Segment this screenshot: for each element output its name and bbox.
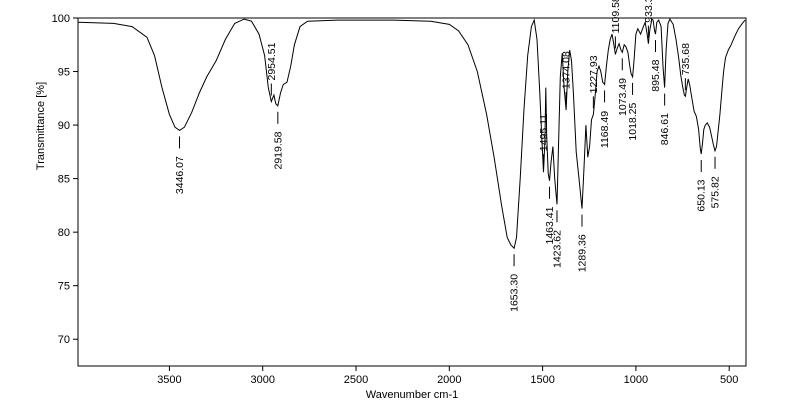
peak-annotation: 1463.41 xyxy=(544,186,556,245)
peak-annotation: 895.48 xyxy=(650,40,662,92)
peak-annotation: 1073.49 xyxy=(617,58,629,116)
x-tick-label: 2000 xyxy=(437,374,461,386)
peak-annotation: 3446.07 xyxy=(174,136,186,194)
x-tick-label: 500 xyxy=(720,374,738,386)
peak-label: 895.48 xyxy=(650,59,662,91)
peak-label: 1168.49 xyxy=(599,111,611,148)
peak-annotation: 933.35 xyxy=(643,0,655,38)
y-tick-label: 100 xyxy=(52,13,70,25)
x-tick-label: 2500 xyxy=(344,374,368,386)
peak-annotation: 1374.08 xyxy=(561,51,573,105)
y-tick-label: 90 xyxy=(58,120,70,132)
peak-annotation: 1168.49 xyxy=(599,90,611,148)
peak-label: 1109.58 xyxy=(610,0,622,33)
x-tick-label: 1500 xyxy=(530,374,554,386)
spectrum-line xyxy=(77,18,746,250)
peak-label: 2919.58 xyxy=(272,131,284,169)
peak-annotation: 1423.62 xyxy=(552,210,564,268)
y-tick-label: 95 xyxy=(58,67,70,79)
y-tick-label: 70 xyxy=(58,334,70,346)
peak-annotation: 1018.25 xyxy=(627,82,639,141)
peak-label: 1018.25 xyxy=(627,102,639,140)
peak-label: 2954.51 xyxy=(266,42,278,80)
peak-annotation: 1495.11 xyxy=(538,114,550,167)
peak-label: 1653.30 xyxy=(509,274,521,312)
x-tick-label: 1000 xyxy=(624,374,648,386)
peak-annotation: 650.13 xyxy=(696,159,708,212)
peak-annotation: 1653.30 xyxy=(509,254,521,312)
peak-label: 1495.11 xyxy=(538,114,550,151)
peak-label: 3446.07 xyxy=(174,156,186,194)
y-tick-label: 75 xyxy=(58,281,70,293)
x-axis-label: Wavenumber cm-1 xyxy=(366,389,459,401)
peak-annotation: 2919.58 xyxy=(272,111,284,170)
peak-annotation: 2954.51 xyxy=(266,42,278,96)
peak-annotation: 735.68 xyxy=(680,43,692,91)
x-axis: 3500 3000 2500 2000 1500 1000 500 xyxy=(157,366,738,386)
peak-annotation: 1109.58 xyxy=(610,0,622,49)
peak-label: 1463.41 xyxy=(544,206,556,244)
y-tick-label: 85 xyxy=(58,174,70,186)
y-axis-label: Transmittance [%] xyxy=(35,82,47,170)
peak-label: 735.68 xyxy=(680,43,692,75)
peak-annotation: 1227.93 xyxy=(588,55,600,109)
peak-label: 846.61 xyxy=(659,113,671,145)
peak-label: 933.35 xyxy=(643,0,655,23)
peak-label: 650.13 xyxy=(696,179,708,211)
plot-frame xyxy=(77,17,747,367)
y-tick-label: 80 xyxy=(58,227,70,239)
peak-annotation: 575.82 xyxy=(710,156,722,208)
peak-label: 1423.62 xyxy=(552,230,564,268)
x-tick-label: 3000 xyxy=(250,374,274,386)
peak-label: 1227.93 xyxy=(588,55,600,93)
peak-annotations: 3446.07 2954.51 2919.58 1653.30 1495.11 1463.… xyxy=(174,0,722,312)
y-axis: 70 75 80 85 90 95 100 xyxy=(52,13,78,346)
peak-annotation: 846.61 xyxy=(659,93,671,145)
peak-label: 1289.36 xyxy=(577,234,589,272)
peak-annotation: 1289.36 xyxy=(577,214,589,272)
peak-label: 1374.08 xyxy=(561,51,573,89)
peak-label: 575.82 xyxy=(710,176,722,208)
peak-label: 1073.49 xyxy=(617,78,629,116)
x-tick-label: 3500 xyxy=(157,374,181,386)
